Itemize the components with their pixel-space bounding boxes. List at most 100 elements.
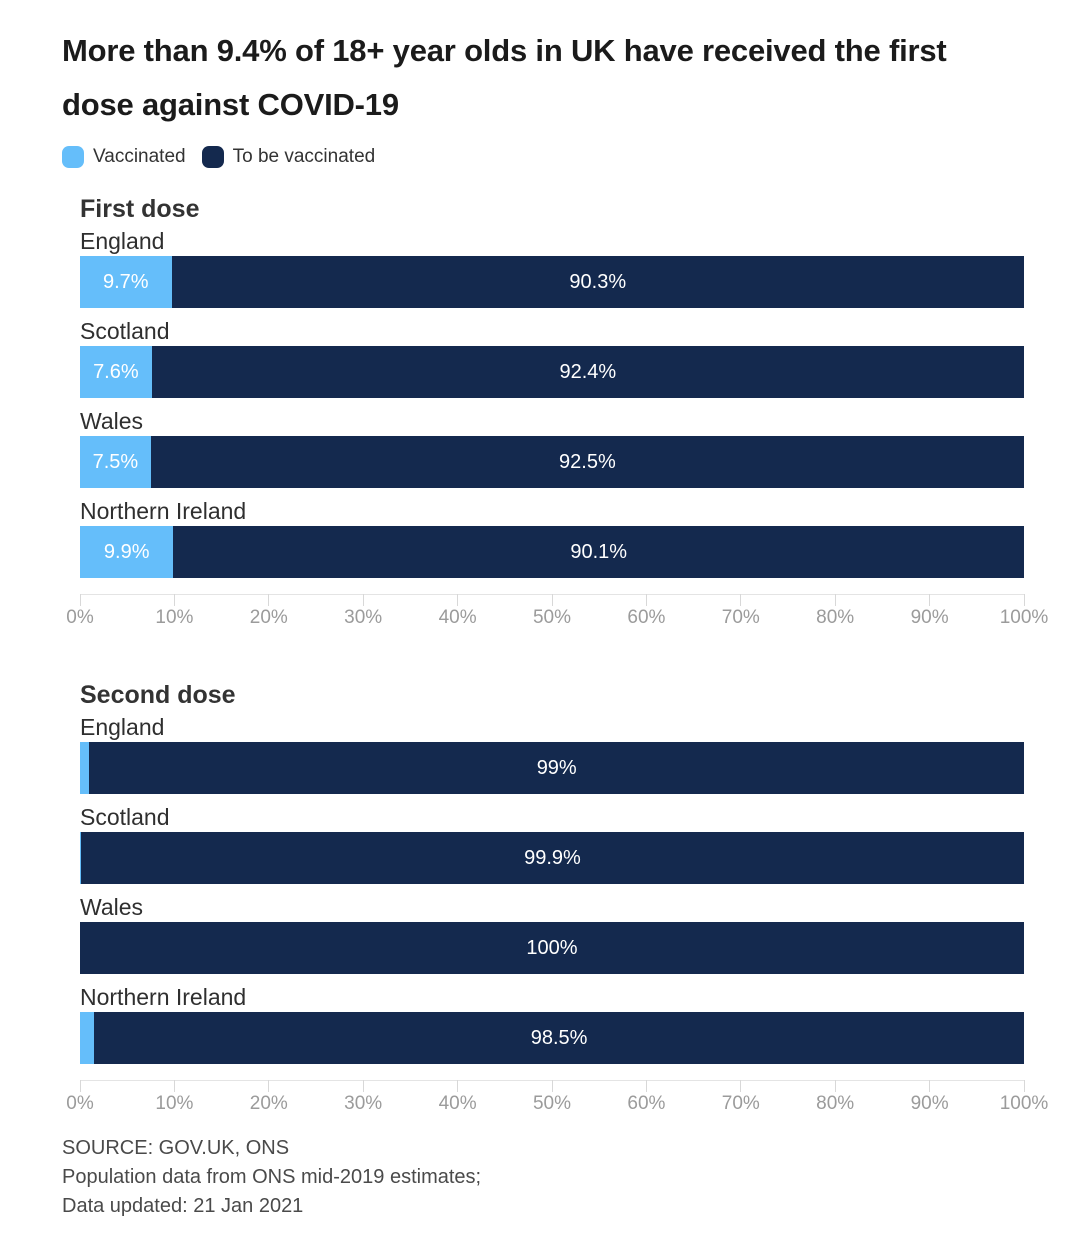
bar-segment-to-be-vaccinated-northern-ireland: 90.1% (173, 526, 1024, 578)
bar-value-label-vaccinated-england: 9.7% (102, 270, 149, 293)
chart-legend: Vaccinated To be vaccinated (62, 146, 1080, 168)
axis-tick-70 (740, 1080, 742, 1092)
axis-tick-label-100: 100% (999, 607, 1049, 628)
stacked-bar-wales: 100% (80, 922, 1024, 974)
stacked-bar-england: 99% (80, 742, 1024, 794)
axis-tick-label-80: 80% (816, 607, 855, 628)
axis-tick-label-30: 30% (344, 607, 383, 628)
section-heading-second-dose: Second dose (80, 681, 236, 709)
chart-title-line-2: dose against COVID-19 (62, 87, 399, 122)
bar-category-label-scotland: Scotland (80, 318, 170, 344)
axis-tick-60 (645, 1080, 647, 1092)
legend-label-vaccinated: Vaccinated (93, 146, 186, 167)
legend-item-to-be-vaccinated: To be vaccinated (201, 146, 376, 168)
bar-row-scotland: Scotland 99.9% (80, 804, 1024, 884)
bar-segment-vaccinated-england: 9.7% (80, 256, 172, 308)
stacked-bar-scotland: 7.6% 92.4% (80, 346, 1024, 398)
bar-segment-vaccinated-northern-ireland (80, 1012, 95, 1064)
axis-tick-100 (1023, 594, 1025, 606)
bar-row-england: England 9.7% 90.3% (80, 228, 1024, 308)
axis-tick-label-90: 90% (910, 607, 949, 628)
bar-value-label-to-be-vaccinated-scotland: 92.4% (559, 360, 617, 383)
footer-updated-line: Data updated: 21 Jan 2021 (62, 1195, 304, 1217)
bar-segment-vaccinated-northern-ireland: 9.9% (80, 526, 174, 578)
bar-row-wales: Wales 7.5% 92.5% (80, 408, 1024, 488)
bar-category-label-scotland: Scotland (80, 804, 170, 830)
chart-section-second-dose: Second dose England 99% Scotland 99.9% Wales 1… (66, 634, 1048, 1120)
bar-row-northern-ireland: Northern Ireland 98.5% (80, 984, 1024, 1064)
axis-tick-label-80: 80% (816, 1093, 855, 1114)
axis-tick-30 (362, 1080, 364, 1092)
bar-segment-to-be-vaccinated-northern-ireland: 98.5% (94, 1012, 1024, 1064)
bar-category-label-wales: Wales (80, 894, 144, 920)
chart-sections: First dose England 9.7% 90.3% Scotland 7.6% 92… (0, 168, 1080, 1120)
x-axis-first-dose: 0% 10% 20% 30% 40% 50% 60% 70% 80% 90% 100% (66, 594, 1048, 634)
legend-swatch-to-be-vaccinated-icon (201, 146, 224, 168)
axis-tick-label-10: 10% (155, 607, 194, 628)
axis-tick-label-20: 20% (249, 1093, 288, 1114)
section-heading-first-dose: First dose (80, 195, 200, 223)
bar-row-scotland: Scotland 7.6% 92.4% (80, 318, 1024, 398)
axis-tick-label-0: 0% (66, 1093, 94, 1114)
axis-tick-0 (79, 594, 81, 606)
bar-row-northern-ireland: Northern Ireland 9.9% 90.1% (80, 498, 1024, 578)
axis-tick-label-20: 20% (249, 607, 288, 628)
axis-tick-10 (173, 1080, 175, 1092)
legend-label-to-be-vaccinated: To be vaccinated (232, 146, 376, 167)
axis-tick-label-70: 70% (721, 607, 760, 628)
stacked-bar-northern-ireland: 98.5% (80, 1012, 1024, 1064)
axis-tick-0 (79, 1080, 81, 1092)
bar-segment-to-be-vaccinated-scotland: 99.9% (80, 832, 1024, 884)
axis-tick-50 (551, 594, 553, 606)
axis-tick-80 (834, 594, 836, 606)
bar-segment-vaccinated-scotland: 7.6% (80, 346, 152, 398)
bar-segment-to-be-vaccinated-england: 90.3% (171, 256, 1024, 308)
axis-tick-90 (929, 594, 931, 606)
axis-tick-label-50: 50% (532, 607, 572, 628)
axis-tick-label-90: 90% (910, 1093, 949, 1114)
footer-source-line: SOURCE: GOV.UK, ONS (62, 1137, 290, 1159)
bar-category-label-northern-ireland: Northern Ireland (80, 498, 247, 524)
x-axis-second-dose: 0% 10% 20% 30% 40% 50% 60% 70% 80% 90% 100% (66, 1080, 1048, 1120)
axis-tick-label-100: 100% (999, 1093, 1049, 1114)
legend-item-vaccinated: Vaccinated (62, 146, 186, 168)
axis-tick-label-50: 50% (532, 1093, 572, 1114)
legend-swatch-vaccinated-icon (62, 146, 84, 168)
bar-value-label-to-be-vaccinated-england: 90.3% (569, 270, 627, 293)
bar-value-label-to-be-vaccinated-northern-ireland: 90.1% (570, 540, 628, 563)
axis-tick-100 (1023, 1080, 1025, 1092)
bar-segment-to-be-vaccinated-wales: 100% (80, 922, 1024, 974)
bar-value-label-to-be-vaccinated-wales: 92.5% (559, 450, 616, 473)
bar-segment-to-be-vaccinated-wales: 92.5% (150, 436, 1024, 488)
bar-row-wales: Wales 100% (80, 894, 1024, 974)
bar-value-label-to-be-vaccinated-wales: 100% (526, 936, 578, 959)
bar-segment-vaccinated-scotland (80, 832, 81, 884)
chart-footer: SOURCE: GOV.UK, ONS Population data from… (62, 1134, 1018, 1221)
bar-segment-vaccinated-england (80, 742, 90, 794)
axis-tick-80 (834, 1080, 836, 1092)
axis-tick-40 (457, 1080, 459, 1092)
axis-tick-40 (457, 594, 459, 606)
axis-tick-label-60: 60% (627, 607, 666, 628)
bar-value-label-to-be-vaccinated-england: 99% (536, 756, 577, 779)
bar-row-england: England 99% (80, 714, 1024, 794)
footer-population-line: Population data from ONS mid-2019 estima… (62, 1166, 482, 1188)
axis-tick-60 (645, 594, 647, 606)
axis-tick-label-70: 70% (721, 1093, 760, 1114)
axis-tick-90 (929, 1080, 931, 1092)
chart-section-first-dose: First dose England 9.7% 90.3% Scotland 7.6% 92… (66, 168, 1048, 634)
stacked-bar-england: 9.7% 90.3% (80, 256, 1024, 308)
axis-tick-20 (268, 1080, 270, 1092)
axis-tick-label-0: 0% (66, 607, 94, 628)
axis-tick-label-60: 60% (627, 1093, 666, 1114)
bar-category-label-wales: Wales (80, 408, 144, 434)
bar-value-label-to-be-vaccinated-northern-ireland: 98.5% (530, 1026, 588, 1049)
bar-value-label-vaccinated-scotland: 7.6% (93, 360, 139, 383)
bar-value-label-vaccinated-northern-ireland: 9.9% (103, 540, 150, 563)
axis-tick-label-10: 10% (155, 1093, 194, 1114)
bar-segment-to-be-vaccinated-england: 99% (89, 742, 1024, 794)
axis-tick-label-40: 40% (438, 607, 477, 628)
bar-segment-to-be-vaccinated-scotland: 92.4% (151, 346, 1024, 398)
bar-value-label-to-be-vaccinated-scotland: 99.9% (524, 846, 581, 869)
axis-tick-20 (268, 594, 270, 606)
